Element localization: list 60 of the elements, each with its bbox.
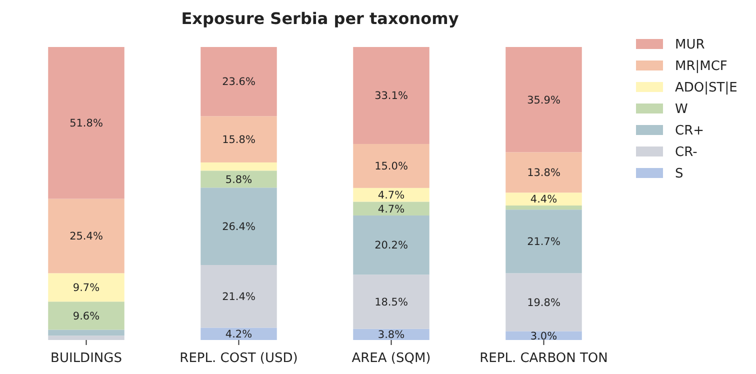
- data-label: 4.4%: [530, 194, 558, 206]
- data-label: 4.7%: [378, 203, 405, 216]
- bar: [353, 274, 430, 329]
- legend-label: S: [675, 166, 684, 182]
- bar: [506, 152, 582, 193]
- data-label: 4.2%: [225, 328, 252, 341]
- data-label: 3.8%: [378, 329, 405, 342]
- data-label: 26.4%: [222, 220, 256, 233]
- bar: [506, 206, 582, 210]
- data-label: 25.4%: [70, 230, 103, 243]
- bar: [48, 302, 124, 330]
- x-tick-label: AREA (SQM): [352, 351, 431, 366]
- data-label: 15.8%: [222, 134, 256, 146]
- data-label: 3.0%: [530, 330, 558, 342]
- data-label: 9.6%: [72, 310, 100, 322]
- bar: [506, 273, 582, 332]
- x-tick-label: REPL. CARBON TON: [480, 351, 608, 366]
- data-label: 21.4%: [222, 291, 256, 304]
- data-label: 4.7%: [378, 189, 405, 202]
- bar: [200, 328, 277, 340]
- data-label: 18.5%: [374, 296, 408, 308]
- data-label: 19.8%: [527, 296, 560, 309]
- data-label: 9.7%: [72, 282, 100, 294]
- legend-label: ADO|ST|E: [675, 80, 738, 96]
- data-label: 20.2%: [374, 240, 408, 252]
- x-tick-label: BUILDINGS: [50, 351, 122, 366]
- bar: [506, 192, 582, 206]
- legend-label: CR+: [675, 124, 704, 139]
- bar: [200, 170, 277, 188]
- bar: [48, 198, 124, 274]
- bar: [48, 273, 124, 302]
- data-label: 13.8%: [527, 167, 560, 180]
- bar: [353, 47, 430, 144]
- bar: [200, 264, 277, 328]
- data-label: 15.0%: [374, 160, 408, 173]
- legend-label: W: [675, 102, 688, 118]
- data-label: 5.8%: [225, 174, 252, 186]
- bar: [48, 47, 124, 199]
- bar: [200, 47, 277, 116]
- bar: [48, 336, 124, 340]
- bar: [200, 162, 277, 171]
- bar: [200, 116, 277, 162]
- legend-label: MUR: [675, 38, 705, 53]
- bar: [353, 215, 430, 275]
- data-label: 21.7%: [527, 236, 560, 248]
- x-tick-label: REPL. COST (USD): [180, 351, 298, 366]
- data-label: 33.1%: [374, 90, 408, 102]
- chart-title: Exposure Serbia per taxonomy: [181, 9, 460, 28]
- bar: [48, 330, 124, 336]
- data-label: 23.6%: [222, 76, 256, 88]
- legend-label: CR-: [675, 145, 698, 160]
- data-label: 51.8%: [70, 118, 103, 130]
- bar: [200, 188, 277, 265]
- bar: [506, 210, 582, 274]
- data-label: 35.9%: [527, 94, 560, 106]
- bar: [506, 47, 582, 152]
- bar: [353, 188, 430, 202]
- bar: [353, 144, 430, 188]
- bar: [353, 202, 430, 216]
- legend-label: MR|MCF: [675, 59, 728, 74]
